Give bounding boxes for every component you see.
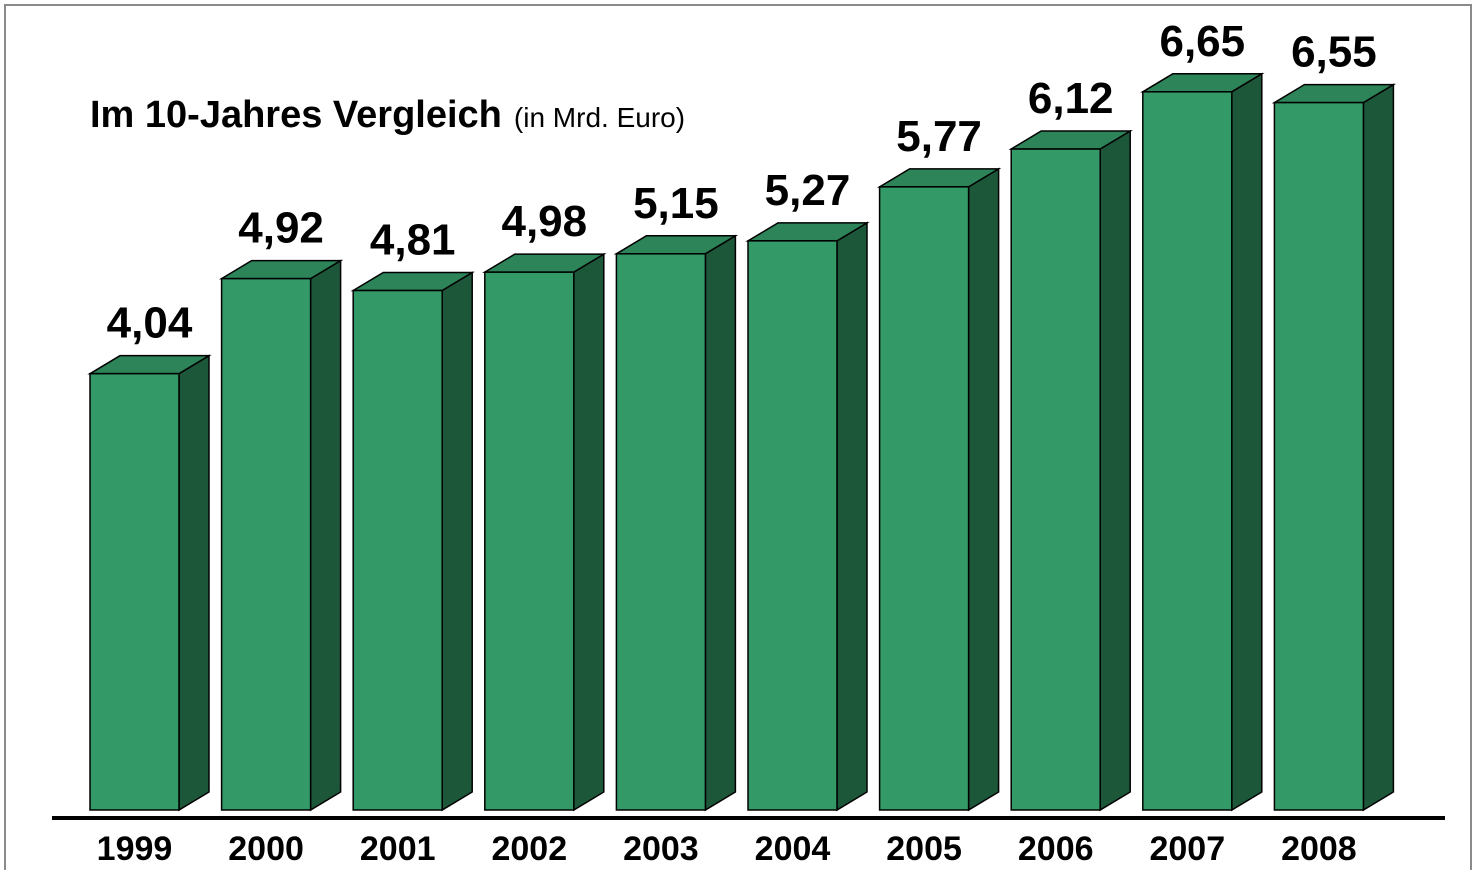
subtitle: (in Mrd. Euro) [514,102,685,133]
x-tick-label: 2000 [228,830,304,868]
x-tick-label: 2002 [491,830,567,868]
bar-side [178,354,210,812]
x-tick-label: 2007 [1149,830,1225,868]
title: Im 10-Jahres Vergleich [90,94,502,136]
bar-side [309,259,342,812]
bar [484,271,575,811]
bar-side [967,167,1000,812]
bar-side [836,221,868,812]
value-label: 5,27 [765,166,851,215]
value-label: 6,55 [1291,28,1377,77]
x-tick-label: 2003 [623,830,699,868]
bar [1142,91,1233,811]
bar [220,277,312,811]
x-tick-label: 2001 [360,830,436,868]
value-label: 6,12 [1028,74,1114,123]
value-label: 5,15 [633,179,719,228]
bar [1010,148,1101,811]
bar-side [1231,72,1263,812]
bar [1273,101,1365,811]
bar [878,186,970,811]
bar [615,253,707,811]
x-tick-label: 1999 [97,830,173,868]
chart-title: Im 10-Jahres Vergleich (in Mrd. Euro) [90,94,685,136]
x-tick-label: 2004 [755,830,831,868]
bar-side [704,234,737,812]
bar [352,289,443,811]
value-label: 4,92 [238,204,324,253]
value-label: 4,04 [107,299,193,348]
bar [747,240,838,811]
bar-side [441,271,473,812]
value-label: 4,98 [501,197,587,246]
value-label: 6,65 [1159,17,1245,66]
bar-side [1362,83,1395,812]
bar-side [573,252,605,812]
bar [89,372,180,811]
value-label: 4,81 [370,216,456,265]
x-tick-label: 2006 [1018,830,1094,868]
bar-side [1099,129,1131,812]
value-label: 5,77 [896,112,982,161]
x-tick-label: 2005 [886,830,962,868]
x-tick-label: 2008 [1281,830,1357,868]
